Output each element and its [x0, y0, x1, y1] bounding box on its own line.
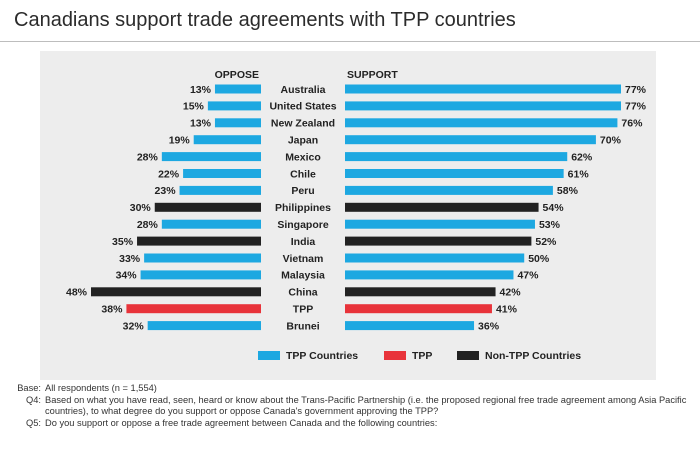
oppose-value-label: 38%	[101, 304, 123, 316]
oppose-value-label: 13%	[190, 84, 212, 96]
oppose-bar	[147, 321, 261, 331]
oppose-bar	[214, 84, 261, 94]
oppose-bar	[161, 152, 261, 162]
footnote-text: Do you support or oppose a free trade ag…	[45, 417, 438, 428]
support-bar	[345, 287, 496, 297]
category-label: Philippines	[275, 202, 331, 214]
oppose-value-label: 28%	[137, 219, 159, 231]
oppose-value-label: 32%	[123, 320, 145, 332]
category-label: Japan	[288, 135, 318, 147]
category-label: Chile	[290, 168, 316, 180]
category-label: Mexico	[285, 151, 321, 163]
support-bar	[345, 202, 539, 212]
oppose-bar	[137, 236, 261, 246]
support-bar	[345, 118, 618, 128]
footnote-row: Base: All respondents (n = 1,554)	[14, 383, 694, 395]
oppose-value-label: 22%	[158, 168, 180, 180]
oppose-bar	[126, 304, 262, 314]
oppose-bar	[144, 253, 261, 263]
support-value-label: 62%	[571, 151, 593, 163]
support-value-label: 76%	[621, 118, 643, 130]
category-label: Malaysia	[281, 270, 325, 282]
oppose-value-label: 34%	[116, 270, 138, 282]
legend-swatch	[384, 351, 406, 360]
oppose-value-label: 33%	[119, 253, 141, 265]
oppose-bar	[214, 118, 261, 128]
support-bar	[345, 236, 532, 246]
category-label: Peru	[291, 185, 314, 197]
support-value-label: 77%	[625, 101, 647, 113]
legend-label: TPP	[412, 350, 432, 362]
support-value-label: 50%	[528, 253, 550, 265]
category-label: Singapore	[277, 219, 329, 231]
support-value-label: 54%	[543, 202, 565, 214]
footnote-text: All respondents (n = 1,554)	[45, 383, 157, 393]
support-bar	[345, 270, 514, 280]
oppose-bar	[179, 185, 261, 195]
footnotes: Base: All respondents (n = 1,554) Q4: Based…	[14, 383, 694, 429]
legend-label: TPP Countries	[286, 350, 358, 362]
category-label: Brunei	[286, 320, 319, 332]
footnote-row: Q4: Based on what you have read, seen, he…	[14, 395, 694, 418]
support-value-label: 53%	[539, 219, 561, 231]
title-divider	[0, 41, 700, 42]
support-bar	[345, 219, 535, 229]
category-label: Vietnam	[283, 253, 324, 265]
oppose-value-label: 35%	[112, 236, 134, 248]
support-bar	[345, 135, 596, 145]
oppose-value-label: 19%	[169, 135, 191, 147]
support-value-label: 52%	[535, 236, 557, 248]
oppose-bar	[207, 101, 261, 111]
category-label: India	[291, 236, 316, 248]
support-bar	[345, 152, 568, 162]
oppose-bar	[193, 135, 261, 145]
support-value-label: 36%	[478, 320, 500, 332]
category-label: TPP	[293, 304, 313, 316]
legend-swatch	[457, 351, 479, 360]
support-bar	[345, 101, 621, 111]
footnote-text: Based on what you have read, seen, heard…	[45, 394, 687, 417]
support-bar	[345, 304, 492, 314]
oppose-bar	[91, 287, 261, 297]
support-value-label: 47%	[517, 270, 539, 282]
oppose-value-label: 13%	[190, 118, 212, 130]
support-bar	[345, 84, 621, 94]
support-bar	[345, 169, 564, 178]
footnote-label: Base:	[17, 383, 41, 393]
oppose-bar	[161, 219, 261, 229]
footnote-label: Q4:	[26, 394, 41, 405]
oppose-value-label: 28%	[137, 151, 159, 163]
support-value-label: 70%	[600, 135, 622, 147]
oppose-bar	[140, 270, 261, 280]
oppose-heading: OPPOSE	[215, 69, 259, 81]
category-label: New Zealand	[271, 118, 335, 130]
oppose-value-label: 15%	[183, 101, 205, 113]
legend-label: Non-TPP Countries	[485, 350, 581, 362]
support-value-label: 61%	[568, 168, 590, 180]
oppose-value-label: 48%	[66, 287, 88, 299]
support-heading: SUPPORT	[347, 69, 398, 81]
oppose-bar	[183, 169, 261, 178]
support-value-label: 58%	[557, 185, 579, 197]
support-value-label: 41%	[496, 304, 518, 316]
support-value-label: 77%	[625, 84, 647, 96]
legend-swatch	[258, 351, 280, 360]
category-label: Australia	[281, 84, 326, 96]
support-value-label: 42%	[500, 287, 522, 299]
category-label: China	[288, 287, 317, 299]
support-bar	[345, 185, 553, 195]
support-bar	[345, 321, 475, 331]
support-bar	[345, 253, 525, 263]
oppose-bar	[154, 202, 261, 212]
oppose-value-label: 23%	[155, 185, 177, 197]
oppose-value-label: 30%	[130, 202, 152, 214]
category-label: United States	[269, 101, 336, 113]
chart-title: Canadians support trade agreements with …	[14, 9, 516, 31]
footnote-row: Q5: Do you support or oppose a free trade…	[14, 418, 694, 430]
footnote-label: Q5:	[26, 417, 41, 428]
